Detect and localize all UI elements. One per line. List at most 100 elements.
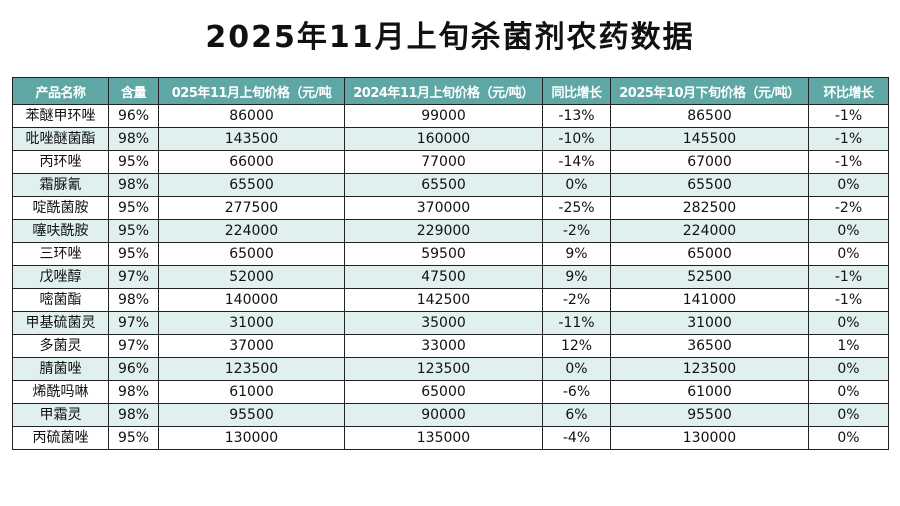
cell-price-2025-oct: 65500 <box>610 173 809 197</box>
cell-yoy-growth: 6% <box>542 403 611 427</box>
cell-content: 98% <box>108 173 159 197</box>
cell-content: 98% <box>108 288 159 312</box>
cell-content: 95% <box>108 426 159 450</box>
cell-content: 97% <box>108 334 159 358</box>
cell-price-2025-nov: 31000 <box>158 311 345 335</box>
cell-price-2025-nov: 52000 <box>158 265 345 289</box>
header-yoy-growth: 同比增长 <box>542 77 611 105</box>
cell-price-2025-oct: 130000 <box>610 426 809 450</box>
cell-yoy-growth: 0% <box>542 357 611 381</box>
cell-product-name: 啶酰菌胺 <box>12 196 109 220</box>
cell-mom-growth: 0% <box>808 426 889 450</box>
cell-price-2025-nov: 123500 <box>158 357 345 381</box>
cell-product-name: 腈菌唑 <box>12 357 109 381</box>
cell-yoy-growth: -25% <box>542 196 611 220</box>
cell-content: 95% <box>108 219 159 243</box>
cell-price-2025-nov: 61000 <box>158 380 345 404</box>
cell-mom-growth: 0% <box>808 242 889 266</box>
cell-price-2025-nov: 277500 <box>158 196 345 220</box>
table-row: 丙环唑 95% 66000 77000 -14% 67000 -1% <box>12 150 889 174</box>
cell-mom-growth: 1% <box>808 334 889 358</box>
cell-price-2025-nov: 86000 <box>158 104 345 128</box>
cell-product-name: 多菌灵 <box>12 334 109 358</box>
table-row: 吡唑醚菌酯 98% 143500 160000 -10% 145500 -1% <box>12 127 889 151</box>
cell-content: 95% <box>108 150 159 174</box>
cell-content: 97% <box>108 311 159 335</box>
table-row: 甲基硫菌灵 97% 31000 35000 -11% 31000 0% <box>12 311 889 335</box>
cell-price-2024-nov: 59500 <box>344 242 543 266</box>
table-row: 烯酰吗啉 98% 61000 65000 -6% 61000 0% <box>12 380 889 404</box>
cell-product-name: 甲基硫菌灵 <box>12 311 109 335</box>
cell-price-2024-nov: 99000 <box>344 104 543 128</box>
cell-content: 95% <box>108 242 159 266</box>
cell-content: 96% <box>108 104 159 128</box>
cell-product-name: 烯酰吗啉 <box>12 380 109 404</box>
table-row: 腈菌唑 96% 123500 123500 0% 123500 0% <box>12 357 889 381</box>
header-product-name: 产品名称 <box>12 77 109 105</box>
cell-yoy-growth: -2% <box>542 219 611 243</box>
cell-product-name: 霜脲氰 <box>12 173 109 197</box>
header-price-2025-nov: 025年11月上旬价格（元/吨 <box>158 77 345 105</box>
header-row: 产品名称 含量 025年11月上旬价格（元/吨 2024年11月上旬价格（元/吨… <box>12 77 889 105</box>
table-row: 甲霜灵 98% 95500 90000 6% 95500 0% <box>12 403 889 427</box>
cell-price-2025-oct: 282500 <box>610 196 809 220</box>
cell-price-2024-nov: 65500 <box>344 173 543 197</box>
cell-yoy-growth: 12% <box>542 334 611 358</box>
cell-product-name: 戊唑醇 <box>12 265 109 289</box>
page-title: 2025年11月上旬杀菌剂农药数据 <box>205 20 695 55</box>
cell-mom-growth: 0% <box>808 380 889 404</box>
table-row: 苯醚甲环唑 96% 86000 99000 -13% 86500 -1% <box>12 104 889 128</box>
cell-price-2025-oct: 145500 <box>610 127 809 151</box>
cell-product-name: 吡唑醚菌酯 <box>12 127 109 151</box>
table-body: 苯醚甲环唑 96% 86000 99000 -13% 86500 -1% 吡唑醚菌酯 98% 14… <box>12 104 889 450</box>
header-price-2025-oct: 2025年10月下旬价格（元/吨） <box>610 77 809 105</box>
cell-mom-growth: 0% <box>808 311 889 335</box>
cell-price-2025-oct: 65000 <box>610 242 809 266</box>
cell-yoy-growth: -4% <box>542 426 611 450</box>
cell-price-2024-nov: 33000 <box>344 334 543 358</box>
cell-price-2025-oct: 86500 <box>610 104 809 128</box>
cell-price-2024-nov: 47500 <box>344 265 543 289</box>
cell-yoy-growth: 9% <box>542 265 611 289</box>
header-content: 含量 <box>108 77 159 105</box>
cell-price-2025-nov: 143500 <box>158 127 345 151</box>
cell-mom-growth: -1% <box>808 104 889 128</box>
cell-price-2025-oct: 95500 <box>610 403 809 427</box>
cell-price-2025-nov: 65500 <box>158 173 345 197</box>
cell-yoy-growth: -14% <box>542 150 611 174</box>
cell-price-2025-oct: 224000 <box>610 219 809 243</box>
cell-mom-growth: 0% <box>808 357 889 381</box>
cell-price-2025-oct: 61000 <box>610 380 809 404</box>
cell-product-name: 噻呋酰胺 <box>12 219 109 243</box>
cell-product-name: 丙硫菌唑 <box>12 426 109 450</box>
cell-price-2025-nov: 224000 <box>158 219 345 243</box>
cell-price-2024-nov: 65000 <box>344 380 543 404</box>
cell-price-2025-nov: 95500 <box>158 403 345 427</box>
cell-mom-growth: 0% <box>808 173 889 197</box>
cell-content: 97% <box>108 265 159 289</box>
cell-price-2025-oct: 123500 <box>610 357 809 381</box>
cell-price-2025-nov: 130000 <box>158 426 345 450</box>
cell-price-2024-nov: 90000 <box>344 403 543 427</box>
cell-mom-growth: 0% <box>808 403 889 427</box>
cell-product-name: 苯醚甲环唑 <box>12 104 109 128</box>
cell-price-2025-nov: 37000 <box>158 334 345 358</box>
table-row: 霜脲氰 98% 65500 65500 0% 65500 0% <box>12 173 889 197</box>
cell-yoy-growth: -6% <box>542 380 611 404</box>
cell-price-2024-nov: 123500 <box>344 357 543 381</box>
cell-product-name: 嘧菌酯 <box>12 288 109 312</box>
table-row: 戊唑醇 97% 52000 47500 9% 52500 -1% <box>12 265 889 289</box>
table-row: 噻呋酰胺 95% 224000 229000 -2% 224000 0% <box>12 219 889 243</box>
cell-yoy-growth: -2% <box>542 288 611 312</box>
cell-price-2024-nov: 229000 <box>344 219 543 243</box>
cell-content: 96% <box>108 357 159 381</box>
cell-price-2025-oct: 141000 <box>610 288 809 312</box>
cell-price-2025-oct: 31000 <box>610 311 809 335</box>
cell-product-name: 丙环唑 <box>12 150 109 174</box>
cell-price-2025-oct: 36500 <box>610 334 809 358</box>
cell-mom-growth: -2% <box>808 196 889 220</box>
cell-mom-growth: -1% <box>808 127 889 151</box>
cell-product-name: 三环唑 <box>12 242 109 266</box>
cell-content: 98% <box>108 403 159 427</box>
cell-price-2024-nov: 77000 <box>344 150 543 174</box>
